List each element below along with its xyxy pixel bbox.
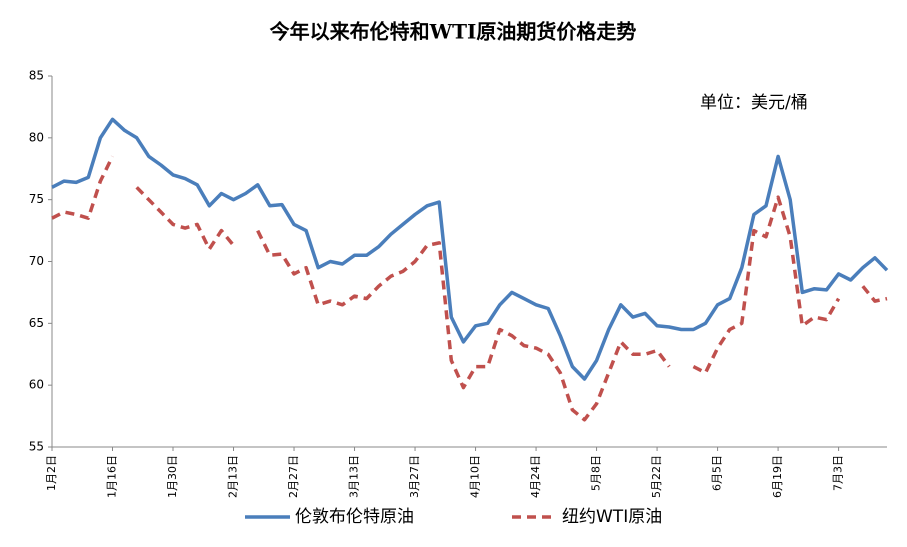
y-tick-label: 80: [29, 130, 44, 144]
y-tick-label: 70: [29, 254, 44, 268]
y-tick-label: 75: [29, 192, 44, 206]
series-line: [51, 155, 888, 422]
y-tick-label: 55: [29, 440, 44, 454]
legend-label: 纽约WTI原油: [562, 507, 662, 527]
x-tick-label: 1月16日: [106, 455, 119, 498]
x-tick-label: 7月3日: [832, 455, 845, 491]
x-tick-label: 1月2日: [45, 455, 58, 491]
x-tick-label: 4月10日: [469, 455, 482, 498]
x-tick-label: 1月30日: [166, 455, 179, 498]
y-tick-label: 60: [29, 378, 44, 392]
series-line: [51, 117, 889, 381]
x-tick-label: 2月27日: [287, 455, 300, 498]
x-tick-label: 4月24日: [529, 455, 542, 498]
x-tick-label: 5月22日: [650, 455, 663, 498]
y-tick-label: 85: [29, 69, 44, 83]
x-tick-label: 2月13日: [227, 455, 240, 498]
y-tick-label: 65: [29, 316, 44, 330]
x-tick-label: 3月13日: [348, 455, 361, 498]
annotation: 单位：美元/桶: [700, 93, 808, 113]
x-tick-label: 6月19日: [771, 455, 784, 498]
legend-label: 伦敦布伦特原油: [295, 507, 414, 527]
x-tick-label: 3月27日: [408, 455, 421, 498]
x-tick-label: 6月5日: [711, 455, 724, 491]
x-tick-label: 5月8日: [590, 455, 603, 491]
chart-title: 今年以来布伦特和WTI原油期货价格走势: [270, 20, 637, 44]
